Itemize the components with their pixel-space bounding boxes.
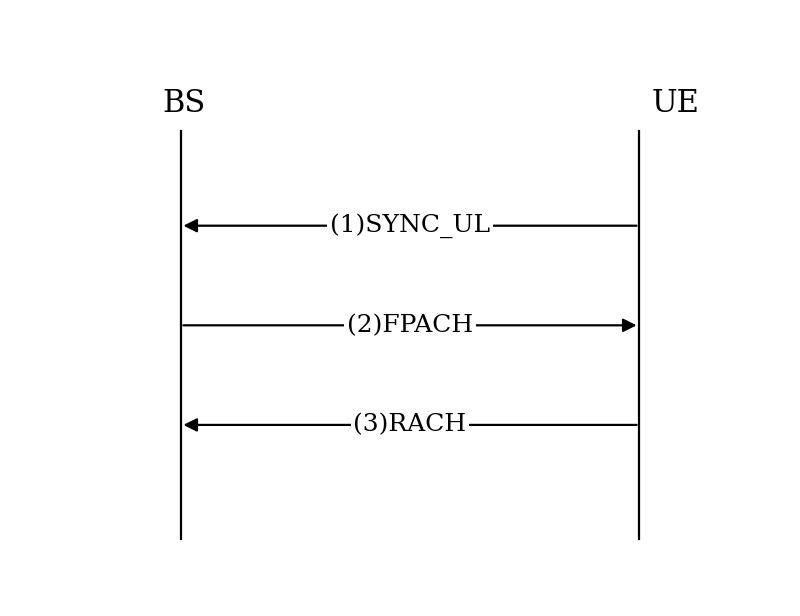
Text: (3)RACH: (3)RACH: [354, 413, 466, 436]
Text: UE: UE: [652, 88, 700, 119]
Text: BS: BS: [162, 88, 206, 119]
Text: (1)SYNC_UL: (1)SYNC_UL: [330, 213, 490, 238]
Text: (2)FPACH: (2)FPACH: [347, 314, 473, 337]
